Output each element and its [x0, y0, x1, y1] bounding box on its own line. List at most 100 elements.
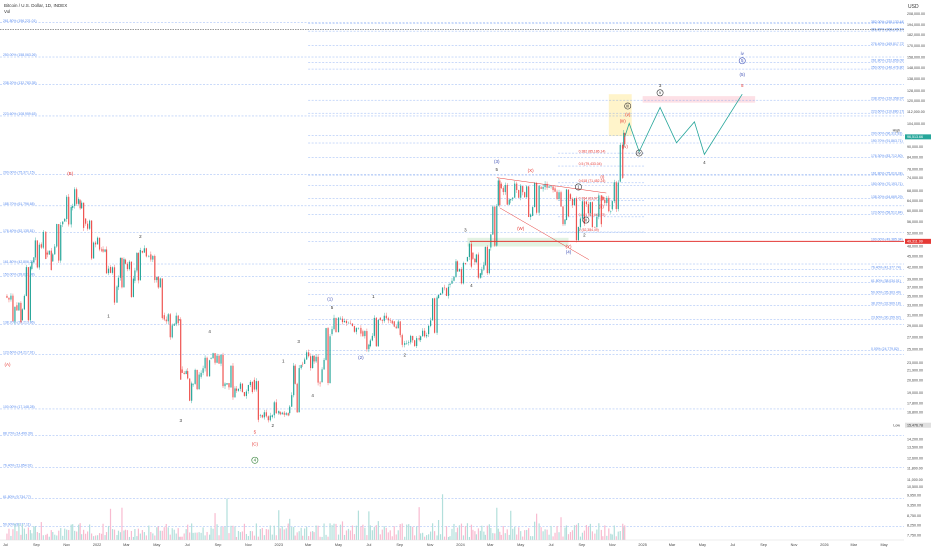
wave-label: (4) [566, 250, 572, 255]
candle-body [426, 335, 428, 337]
candle-body [508, 199, 510, 205]
candle-body [243, 392, 246, 396]
volume-bar [360, 526, 362, 540]
candle-body [222, 354, 224, 387]
volume-bar [397, 530, 399, 540]
volume-bar [137, 528, 139, 540]
volume-bar [518, 527, 520, 540]
wave-label: 1 [107, 314, 110, 319]
volume-bar [54, 534, 56, 540]
candle-body [526, 186, 528, 198]
volume-bar [456, 527, 459, 540]
x-axis[interactable]: Jul Sep Nov 2022 Mar May Jul Sep Nov 2023 Mar May Ju… [0, 539, 904, 547]
candle-body [70, 207, 72, 225]
candle-body [587, 204, 589, 214]
volume-bar [239, 532, 242, 540]
volume-bar [615, 536, 617, 540]
volume-bar [362, 524, 364, 540]
candle-body [445, 288, 448, 296]
candle-body [355, 328, 358, 332]
volume-bar [542, 531, 544, 540]
wave-label: 2 [272, 423, 275, 428]
candle-body [562, 206, 564, 225]
candle-body [571, 198, 574, 206]
candle-body [183, 372, 185, 375]
volume-bar [325, 534, 327, 540]
volume-bar [136, 536, 138, 540]
candle-body [60, 225, 62, 261]
y-axis[interactable]: 208,000.00 194,000.00 182,000.00 170,000.00… [893, 0, 932, 550]
volume-bar [12, 529, 14, 540]
candle-body [287, 413, 289, 416]
wave-circle [575, 183, 582, 191]
y-tick-label: 104,000.00 [907, 122, 925, 126]
volume-bar [516, 534, 518, 540]
candle-body [464, 262, 467, 264]
volume-bar [385, 527, 387, 540]
candle-body [524, 192, 526, 198]
volume-bar [175, 533, 177, 540]
candle-body [68, 196, 70, 225]
price-marker-label: High [893, 128, 900, 132]
candle-body [575, 198, 578, 241]
fib-label: 261.80% (152,856.09) [871, 59, 905, 63]
volume-bar [573, 525, 576, 540]
volume-bar [335, 523, 337, 540]
volume-bar [408, 524, 410, 540]
volume-bar [56, 535, 58, 540]
candle-body [117, 277, 120, 288]
candle-body [285, 413, 287, 415]
support-zone [467, 237, 569, 247]
volume-bar [253, 535, 255, 540]
fib-label: 176.30% (83,712.50) [871, 154, 903, 158]
candle-body [139, 250, 141, 281]
volume-bar [100, 533, 103, 540]
volume-bar [492, 533, 494, 540]
candle-body [458, 269, 461, 272]
volume-bar [40, 522, 42, 540]
candle-body [64, 219, 66, 222]
volume-bar [494, 533, 496, 540]
candle-body [87, 223, 89, 229]
volume-bar [499, 531, 501, 540]
candle-body [235, 388, 238, 391]
volume-bar [180, 536, 182, 540]
wave-label: (iv) [622, 144, 629, 149]
volume-bar [278, 510, 280, 540]
y-tick-label: 29,000.00 [907, 324, 923, 328]
y-tick-label: 13,500.00 [907, 445, 923, 449]
candle-body [522, 186, 524, 193]
candle-body [321, 369, 323, 383]
candle-body [437, 294, 440, 299]
candle-body [466, 257, 469, 262]
wave-label: (B) [67, 171, 74, 176]
volume-bar [152, 533, 154, 540]
candle-body [116, 286, 118, 303]
candle-body [397, 321, 399, 329]
y-axis-bg [904, 0, 932, 550]
volume-bar [594, 533, 596, 540]
volume-bar [79, 523, 81, 540]
candle-body [512, 197, 514, 200]
volume-bar [163, 527, 165, 540]
candle-body [62, 221, 64, 225]
volume-bar [426, 535, 428, 540]
volume-bar [481, 525, 483, 540]
y-tick-label: 27,000.00 [907, 336, 923, 340]
candle-body [351, 323, 354, 327]
candle-body [516, 183, 518, 191]
volume-bar [273, 525, 275, 540]
volume-bar [230, 525, 232, 540]
candle-body [420, 336, 422, 340]
fib-label: 0.618 (71,452.24) [579, 179, 606, 183]
volume-bar [353, 534, 356, 540]
x-tick-label: Sep [33, 543, 40, 547]
volume-bar [483, 531, 485, 540]
y-tick-label: 138,000.00 [907, 77, 925, 81]
candle-body [177, 315, 179, 324]
volume-bar [468, 536, 471, 540]
volume-bar [191, 523, 193, 540]
wave-label: 5 [741, 58, 744, 63]
candle-body [16, 305, 18, 311]
